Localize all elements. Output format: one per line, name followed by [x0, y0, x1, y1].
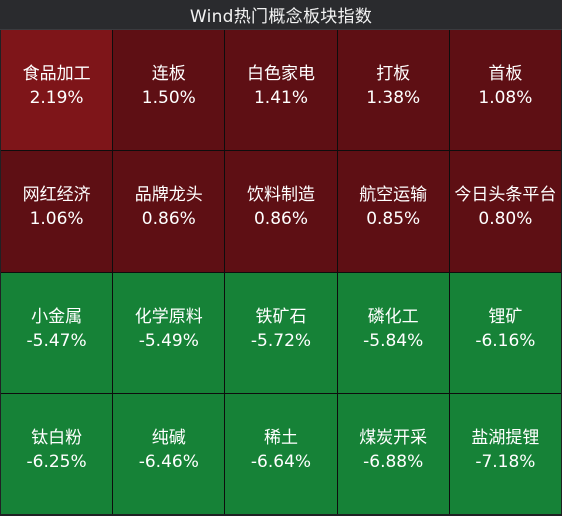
sector-tile[interactable]: 稀土 -6.64% [225, 393, 337, 514]
sector-name: 钛白粉 [31, 427, 83, 448]
sector-tile[interactable]: 白色家电 1.41% [225, 30, 337, 151]
sector-change: 1.08% [478, 88, 533, 109]
sector-tile[interactable]: 打板 1.38% [337, 30, 449, 151]
sector-change: 1.38% [366, 88, 421, 109]
sector-tile[interactable]: 锂矿 -6.16% [449, 272, 561, 393]
sector-tile[interactable]: 铁矿石 -5.72% [225, 272, 337, 393]
sector-tile[interactable]: 纯碱 -6.46% [113, 393, 225, 514]
sector-tile[interactable]: 网红经济 1.06% [1, 151, 113, 272]
sector-tile-grid: 食品加工 2.19% 连板 1.50% 白色家电 1.41% 打板 1.38% 首板 1.… [1, 30, 561, 514]
sector-change: -5.49% [138, 330, 199, 351]
sector-change: 1.50% [141, 88, 196, 109]
sector-name: 今日头条平台 [454, 185, 557, 206]
sector-tile[interactable]: 首板 1.08% [449, 30, 561, 151]
sector-name: 航空运输 [359, 185, 428, 206]
sector-change: 2.19% [29, 88, 84, 109]
sector-name: 磷化工 [367, 306, 419, 327]
sector-name: 盐湖提锂 [471, 427, 540, 448]
sector-name: 品牌龙头 [134, 185, 203, 206]
sector-change: -5.47% [26, 330, 87, 351]
sector-change: -7.18% [475, 451, 536, 472]
sector-change: 0.86% [141, 209, 196, 230]
sector-change: -5.84% [363, 330, 424, 351]
sector-tile[interactable]: 航空运输 0.85% [337, 151, 449, 272]
sector-tile[interactable]: 盐湖提锂 -7.18% [449, 393, 561, 514]
sector-tile[interactable]: 饮料制造 0.86% [225, 151, 337, 272]
sector-change: -6.64% [250, 451, 312, 472]
sector-name: 白色家电 [246, 64, 315, 85]
sector-change: 1.41% [253, 88, 308, 109]
widget-title: Wind热门概念板块指数 [189, 7, 373, 27]
sector-name: 铁矿石 [255, 306, 307, 327]
sector-name: 锂矿 [488, 306, 523, 327]
sector-tile[interactable]: 化学原料 -5.49% [113, 272, 225, 393]
sector-name: 煤炭开采 [359, 427, 428, 448]
sector-name: 食品加工 [22, 64, 91, 85]
sector-change: -5.72% [250, 330, 312, 351]
sector-name: 打板 [376, 64, 411, 85]
sector-name: 首板 [488, 64, 523, 85]
sector-tile[interactable]: 品牌龙头 0.86% [113, 151, 225, 272]
sector-tile[interactable]: 食品加工 2.19% [1, 30, 113, 151]
sector-tile[interactable]: 钛白粉 -6.25% [1, 393, 113, 514]
sector-change: -6.16% [475, 330, 536, 351]
sector-name: 小金属 [31, 306, 83, 327]
sector-change: 0.85% [366, 209, 421, 230]
sector-change: 0.80% [478, 209, 533, 230]
sector-name: 饮料制造 [246, 185, 315, 206]
sector-change: -6.46% [138, 451, 199, 472]
sector-tile[interactable]: 小金属 -5.47% [1, 272, 113, 393]
sector-tile[interactable]: 煤炭开采 -6.88% [337, 393, 449, 514]
sector-name: 网红经济 [22, 185, 91, 206]
sector-change: -6.25% [26, 451, 87, 472]
sector-name: 连板 [151, 64, 186, 85]
sector-name: 纯碱 [151, 427, 186, 448]
sector-change: -6.88% [363, 451, 424, 472]
sector-change: 1.06% [29, 209, 84, 230]
sector-tile[interactable]: 今日头条平台 0.80% [449, 151, 561, 272]
sector-name: 化学原料 [134, 306, 203, 327]
widget-title-bar: Wind热门概念板块指数 [0, 0, 562, 30]
sector-name: 稀土 [263, 427, 298, 448]
sector-tile[interactable]: 磷化工 -5.84% [337, 272, 449, 393]
sector-change: 0.86% [253, 209, 308, 230]
sector-tile[interactable]: 连板 1.50% [113, 30, 225, 151]
